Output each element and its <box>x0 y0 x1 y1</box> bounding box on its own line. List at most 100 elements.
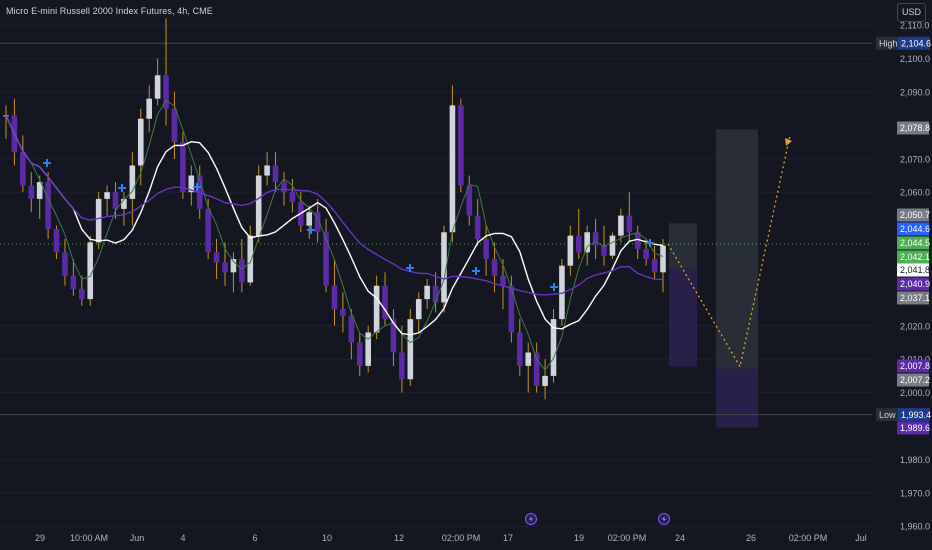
signal-marker <box>646 239 654 247</box>
svg-text:2,042.1: 2,042.1 <box>900 252 930 262</box>
candle-body <box>121 198 127 209</box>
x-tick-label: 02:00 PM <box>608 533 647 543</box>
candle-body <box>517 332 523 366</box>
price-label: 2,044.5 <box>897 236 930 250</box>
candle-body <box>45 182 51 229</box>
candle-body <box>533 352 540 386</box>
candle-body <box>70 275 77 290</box>
x-tick-label: Jun <box>130 533 145 543</box>
candle-body <box>323 232 329 286</box>
candle-body <box>474 215 481 239</box>
candle-body <box>592 232 599 246</box>
candle-body <box>609 235 616 256</box>
candle-body <box>550 319 557 376</box>
svg-text:2,041.8: 2,041.8 <box>900 265 930 275</box>
candle-body <box>432 285 439 303</box>
svg-text:2,078.8: 2,078.8 <box>900 123 930 133</box>
price-label: 2,044.6 <box>897 222 930 236</box>
svg-text:2,044.5: 2,044.5 <box>900 238 930 248</box>
x-tick-label: 19 <box>574 533 584 543</box>
candle-body <box>239 259 245 283</box>
price-labels: High 2,104.6 Low 1,993.4 2,078.8 2,050.7 2,044… <box>876 36 931 435</box>
x-tick-label: 26 <box>746 533 756 543</box>
signal-markers <box>43 159 670 525</box>
candle-body <box>356 342 363 366</box>
stop-zone-box <box>716 368 758 428</box>
svg-text:2,007.8: 2,007.8 <box>900 361 930 371</box>
candle-body <box>331 285 338 310</box>
candle-body <box>205 208 211 253</box>
candle-body <box>643 248 649 259</box>
svg-text:2,044.6: 2,044.6 <box>900 224 930 234</box>
candle-body <box>104 192 110 199</box>
price-label: 2,037.1 <box>897 291 930 305</box>
candle-body <box>365 332 371 366</box>
x-tick-label: 10:00 AM <box>70 533 108 543</box>
candle-body <box>340 309 346 316</box>
candle-body <box>407 319 414 380</box>
candle-body <box>79 289 85 300</box>
candle-body <box>87 242 94 300</box>
candle-body <box>62 252 68 276</box>
y-tick-label: 2,090.0 <box>900 88 930 98</box>
signal-marker <box>472 267 480 275</box>
candle-body <box>306 212 313 226</box>
candle-body <box>651 259 658 273</box>
price-label: 2,042.1 <box>897 250 930 264</box>
candle-body <box>255 175 262 236</box>
candle-body <box>382 285 388 320</box>
signal-marker <box>193 183 201 191</box>
x-tick-label: 24 <box>675 533 685 543</box>
candle-body <box>458 105 464 186</box>
candle-body <box>95 198 102 243</box>
x-tick-label: Jul <box>855 533 867 543</box>
projection-arrowhead <box>785 138 792 146</box>
x-tick-label: 02:00 PM <box>442 533 481 543</box>
target-zone-box <box>716 129 758 369</box>
svg-text:Low: Low <box>879 410 896 420</box>
currency-button[interactable]: USD <box>897 3 926 22</box>
candle-body <box>483 238 489 259</box>
x-tick-label: 10 <box>322 533 332 543</box>
candle-body <box>567 235 574 266</box>
projection-zones <box>667 129 792 428</box>
candle-body <box>213 252 220 263</box>
y-tick-label: 1,960.0 <box>900 522 930 532</box>
candle-body <box>289 192 296 203</box>
low-tag: Low <box>876 408 898 422</box>
signal-marker <box>43 159 51 167</box>
moving-averages <box>5 99 664 371</box>
chart-title: Micro E-mini Russell 2000 Index Futures,… <box>6 6 213 16</box>
candle-body <box>584 232 590 253</box>
ma-slow-line <box>5 115 664 296</box>
y-tick-label: 2,020.0 <box>900 321 930 331</box>
price-label: 2,050.7 <box>897 208 930 222</box>
time-axis[interactable]: 29 10:00 AM Jun 4 6 10 12 02:00 PM 17 19 02:00 PM 2… <box>35 533 867 543</box>
candle-body <box>618 215 624 236</box>
candle-body <box>466 185 473 216</box>
price-label: 2,007.8 <box>897 359 930 373</box>
price-label: 2,041.8 <box>897 263 930 277</box>
reference-lines <box>0 42 872 416</box>
candle-body <box>188 175 195 193</box>
candle-body <box>348 315 355 343</box>
price-label: 2,007.2 <box>897 373 930 387</box>
x-tick-label: 17 <box>503 533 513 543</box>
event-icon <box>525 513 537 525</box>
signal-marker <box>118 184 126 192</box>
signal-marker <box>550 283 558 291</box>
y-tick-label: 2,100.0 <box>900 54 930 64</box>
candle-body <box>424 285 430 300</box>
candle-body <box>137 118 144 166</box>
candle-body <box>264 165 270 176</box>
candle-body <box>53 228 60 253</box>
svg-text:1,993.4: 1,993.4 <box>901 410 931 420</box>
candle-body <box>660 245 666 273</box>
grid <box>0 24 872 527</box>
event-icon <box>658 513 670 525</box>
candle-body <box>525 352 532 366</box>
ma-fast-line <box>5 99 664 371</box>
svg-text:2,104.6: 2,104.6 <box>901 38 931 48</box>
candle-body <box>230 259 237 273</box>
